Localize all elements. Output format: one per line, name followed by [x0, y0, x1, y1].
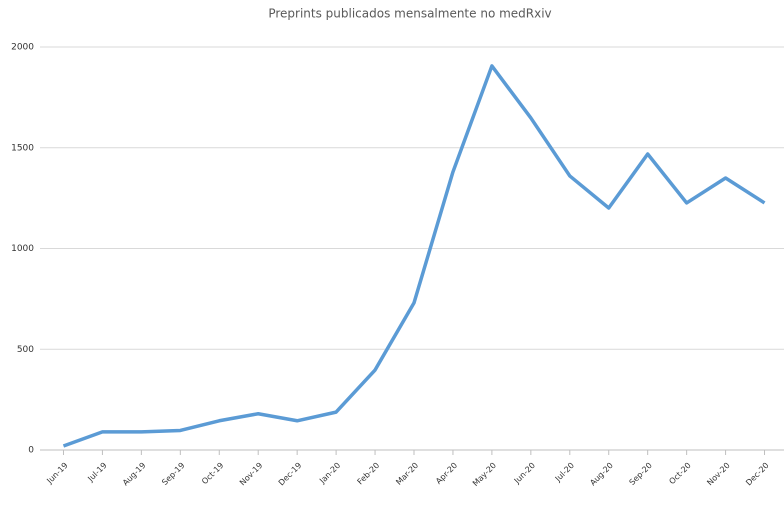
- x-tick-label: Feb-20: [356, 461, 382, 487]
- y-tick-label: 500: [17, 345, 34, 355]
- x-tick-label: Oct-19: [200, 461, 225, 486]
- x-tick-label: Dec-20: [744, 461, 771, 488]
- x-tick-label: Jun-19: [44, 461, 69, 486]
- x-tick-label: Sep-19: [160, 461, 186, 487]
- y-tick-label: 2000: [11, 43, 34, 53]
- x-tick-label: Oct-20: [667, 461, 692, 486]
- y-tick-label: 1500: [11, 143, 34, 153]
- x-tick-label: Aug-19: [121, 461, 148, 488]
- chart-title: Preprints publicados mensalmente no medR…: [268, 7, 551, 21]
- series-line: [62, 64, 766, 448]
- x-tick-label: Jun-20: [512, 461, 537, 486]
- x-tick-label: Mar-20: [394, 461, 420, 487]
- x-tick-label: Apr-20: [434, 461, 459, 486]
- y-tick-label: 0: [28, 446, 34, 456]
- x-tick-label: Nov-20: [705, 461, 731, 487]
- x-tick-label: Aug-20: [588, 461, 615, 488]
- x-tick-label: Dec-19: [277, 461, 304, 488]
- x-tick-label: Nov-19: [238, 461, 264, 487]
- x-tick-label: Jul-19: [85, 461, 108, 484]
- x-tick-label: May-20: [471, 461, 498, 488]
- x-tick-label: Sep-20: [628, 461, 654, 487]
- x-tick-label: Jan-20: [317, 461, 342, 486]
- x-tick-label: Jul-20: [553, 461, 576, 484]
- y-tick-label: 1000: [11, 244, 34, 254]
